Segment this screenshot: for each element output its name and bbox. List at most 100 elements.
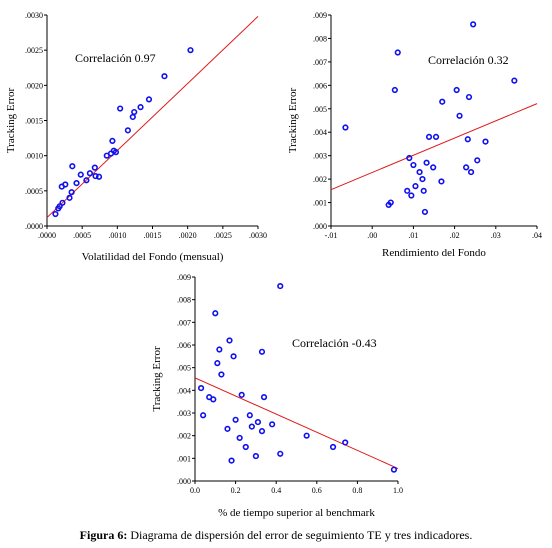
data-point <box>408 192 415 199</box>
data-point <box>391 86 398 94</box>
data-point <box>236 434 243 442</box>
y-tick-label: .004 <box>313 128 327 137</box>
data-point <box>416 168 423 176</box>
y-tick-label: .008 <box>313 34 327 43</box>
data-point <box>404 187 411 194</box>
data-point <box>260 394 268 401</box>
data-point <box>419 176 426 183</box>
data-point <box>238 391 245 398</box>
y-tick-label: .003 <box>177 409 191 418</box>
y-tick-label: .001 <box>313 199 327 208</box>
data-point <box>430 164 437 171</box>
data-point <box>252 452 259 460</box>
x-axis-label: Volatilidad del Fondo (mensual) <box>82 251 224 263</box>
y-tick-label: .007 <box>177 318 191 327</box>
y-tick-label: .0020 <box>25 81 43 90</box>
data-point <box>390 466 398 473</box>
y-tick-label: .0005 <box>25 187 43 196</box>
correlation-annotation: Correlación 0.97 <box>75 51 156 65</box>
y-tick-label: .007 <box>313 58 327 67</box>
data-point <box>83 177 90 184</box>
x-tick-label: -.01 <box>325 231 338 240</box>
data-point <box>66 194 73 201</box>
correlation-annotation: Correlación 0.32 <box>428 53 509 67</box>
data-point <box>246 412 253 419</box>
data-point <box>456 112 463 119</box>
x-tick-label: 1.0 <box>393 486 403 495</box>
data-point <box>277 282 284 290</box>
data-point <box>438 178 445 185</box>
y-tick-label: .002 <box>177 432 191 441</box>
data-point <box>68 189 75 196</box>
x-tick-label: 0.6 <box>312 486 322 495</box>
y-tick-label: .009 <box>313 11 327 20</box>
scatter-chart-2: -.01 .00 .01 .02 .03 .04 .000 .001 .002 .003 .004.… <box>287 11 542 259</box>
data-point <box>242 443 249 451</box>
x-tick-label: 0.8 <box>352 486 362 495</box>
data-point <box>131 108 138 116</box>
data-point <box>410 161 417 169</box>
x-tick-label: .0020 <box>179 231 197 240</box>
y-tick-label: .0015 <box>25 117 43 126</box>
data-point <box>425 133 433 141</box>
x-tick-label: .0005 <box>73 231 91 240</box>
data-point <box>277 450 284 457</box>
data-point <box>421 208 429 216</box>
data-point <box>465 93 473 101</box>
data-point <box>228 457 235 464</box>
y-tick-label: .005 <box>177 364 191 373</box>
data-point <box>439 98 446 105</box>
y-tick-label: .006 <box>313 81 327 90</box>
x-tick-label: .0030 <box>249 231 267 240</box>
data-point <box>232 416 239 423</box>
data-point <box>406 154 413 162</box>
y-tick-label: .001 <box>177 454 191 463</box>
data-point <box>467 168 475 176</box>
x-tick-label: .01 <box>408 231 418 240</box>
data-point <box>214 360 221 367</box>
y-tick-label: .0010 <box>25 152 43 161</box>
data-point <box>129 113 136 121</box>
data-point <box>59 199 66 206</box>
data-point <box>248 423 255 430</box>
y-tick-label: .006 <box>177 341 191 350</box>
data-point <box>187 47 194 54</box>
x-tick-label: 0.2 <box>231 486 241 495</box>
data-point <box>77 171 84 178</box>
x-tick-label: .04 <box>532 231 542 240</box>
data-point <box>453 86 460 94</box>
scatter-chart-3: 0.0 0.2 0.4 0.6 0.8 1.0 .000 .001 .002 .003 .004 .0… <box>151 273 403 519</box>
regression-line <box>46 16 259 218</box>
y-tick-label: .009 <box>177 273 191 282</box>
y-tick-label: .003 <box>313 152 327 161</box>
figure-caption: Figura 6: Diagrama de dispersión del err… <box>0 528 552 543</box>
data-point <box>269 421 276 428</box>
data-point <box>423 159 430 166</box>
data-point <box>387 199 394 206</box>
x-tick-label: 0.0 <box>190 486 200 495</box>
data-point <box>197 384 205 392</box>
data-point <box>394 49 401 56</box>
data-point <box>303 432 310 439</box>
data-point <box>86 170 94 177</box>
y-tick-label: .004 <box>177 386 191 395</box>
data-point <box>212 310 219 317</box>
y-tick-label: .002 <box>313 175 327 184</box>
data-point <box>230 353 237 360</box>
data-point <box>95 173 103 180</box>
data-point <box>432 133 440 141</box>
y-tick-label: .0030 <box>25 11 43 20</box>
data-point <box>420 187 427 194</box>
x-tick-label: .0010 <box>108 231 126 240</box>
data-point <box>92 172 99 180</box>
regression-line <box>330 103 538 191</box>
data-point <box>511 77 518 84</box>
data-point <box>412 183 419 190</box>
y-axis-label: Tracking Error <box>287 88 299 154</box>
x-tick-label: .0025 <box>214 231 232 240</box>
x-axis-label: Rendimiento del Fondo <box>382 247 486 259</box>
data-point <box>464 136 471 143</box>
data-point <box>200 412 207 419</box>
y-axis-label: Tracking Error <box>5 88 17 154</box>
